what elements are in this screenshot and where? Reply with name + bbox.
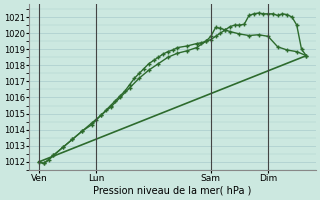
X-axis label: Pression niveau de la mer( hPa ): Pression niveau de la mer( hPa ) xyxy=(93,186,252,196)
